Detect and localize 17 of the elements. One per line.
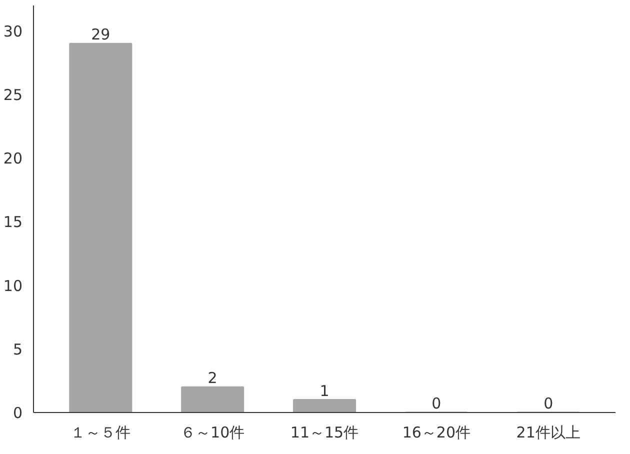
x-tick-label: 11～15件 (290, 424, 359, 442)
y-tick-label: 20 (3, 150, 23, 168)
y-tick-label: 0 (12, 404, 23, 422)
data-label: 29 (91, 26, 110, 44)
y-tick-label: 5 (12, 340, 23, 358)
x-tick-label: １～５件 (70, 424, 131, 442)
y-tick-label: 30 (3, 22, 23, 40)
data-label: 2 (208, 369, 218, 388)
data-label: 1 (320, 382, 330, 400)
y-tick-label: 25 (3, 86, 23, 104)
x-tick-label: ６～10件 (180, 424, 245, 442)
y-tick-label: 15 (3, 213, 23, 232)
data-label: 0 (432, 394, 442, 412)
x-tick-label: 16～20件 (402, 424, 471, 442)
x-tick-label: 21件以上 (516, 424, 580, 442)
y-tick-label: 10 (3, 276, 23, 295)
data-label: 0 (544, 394, 554, 412)
